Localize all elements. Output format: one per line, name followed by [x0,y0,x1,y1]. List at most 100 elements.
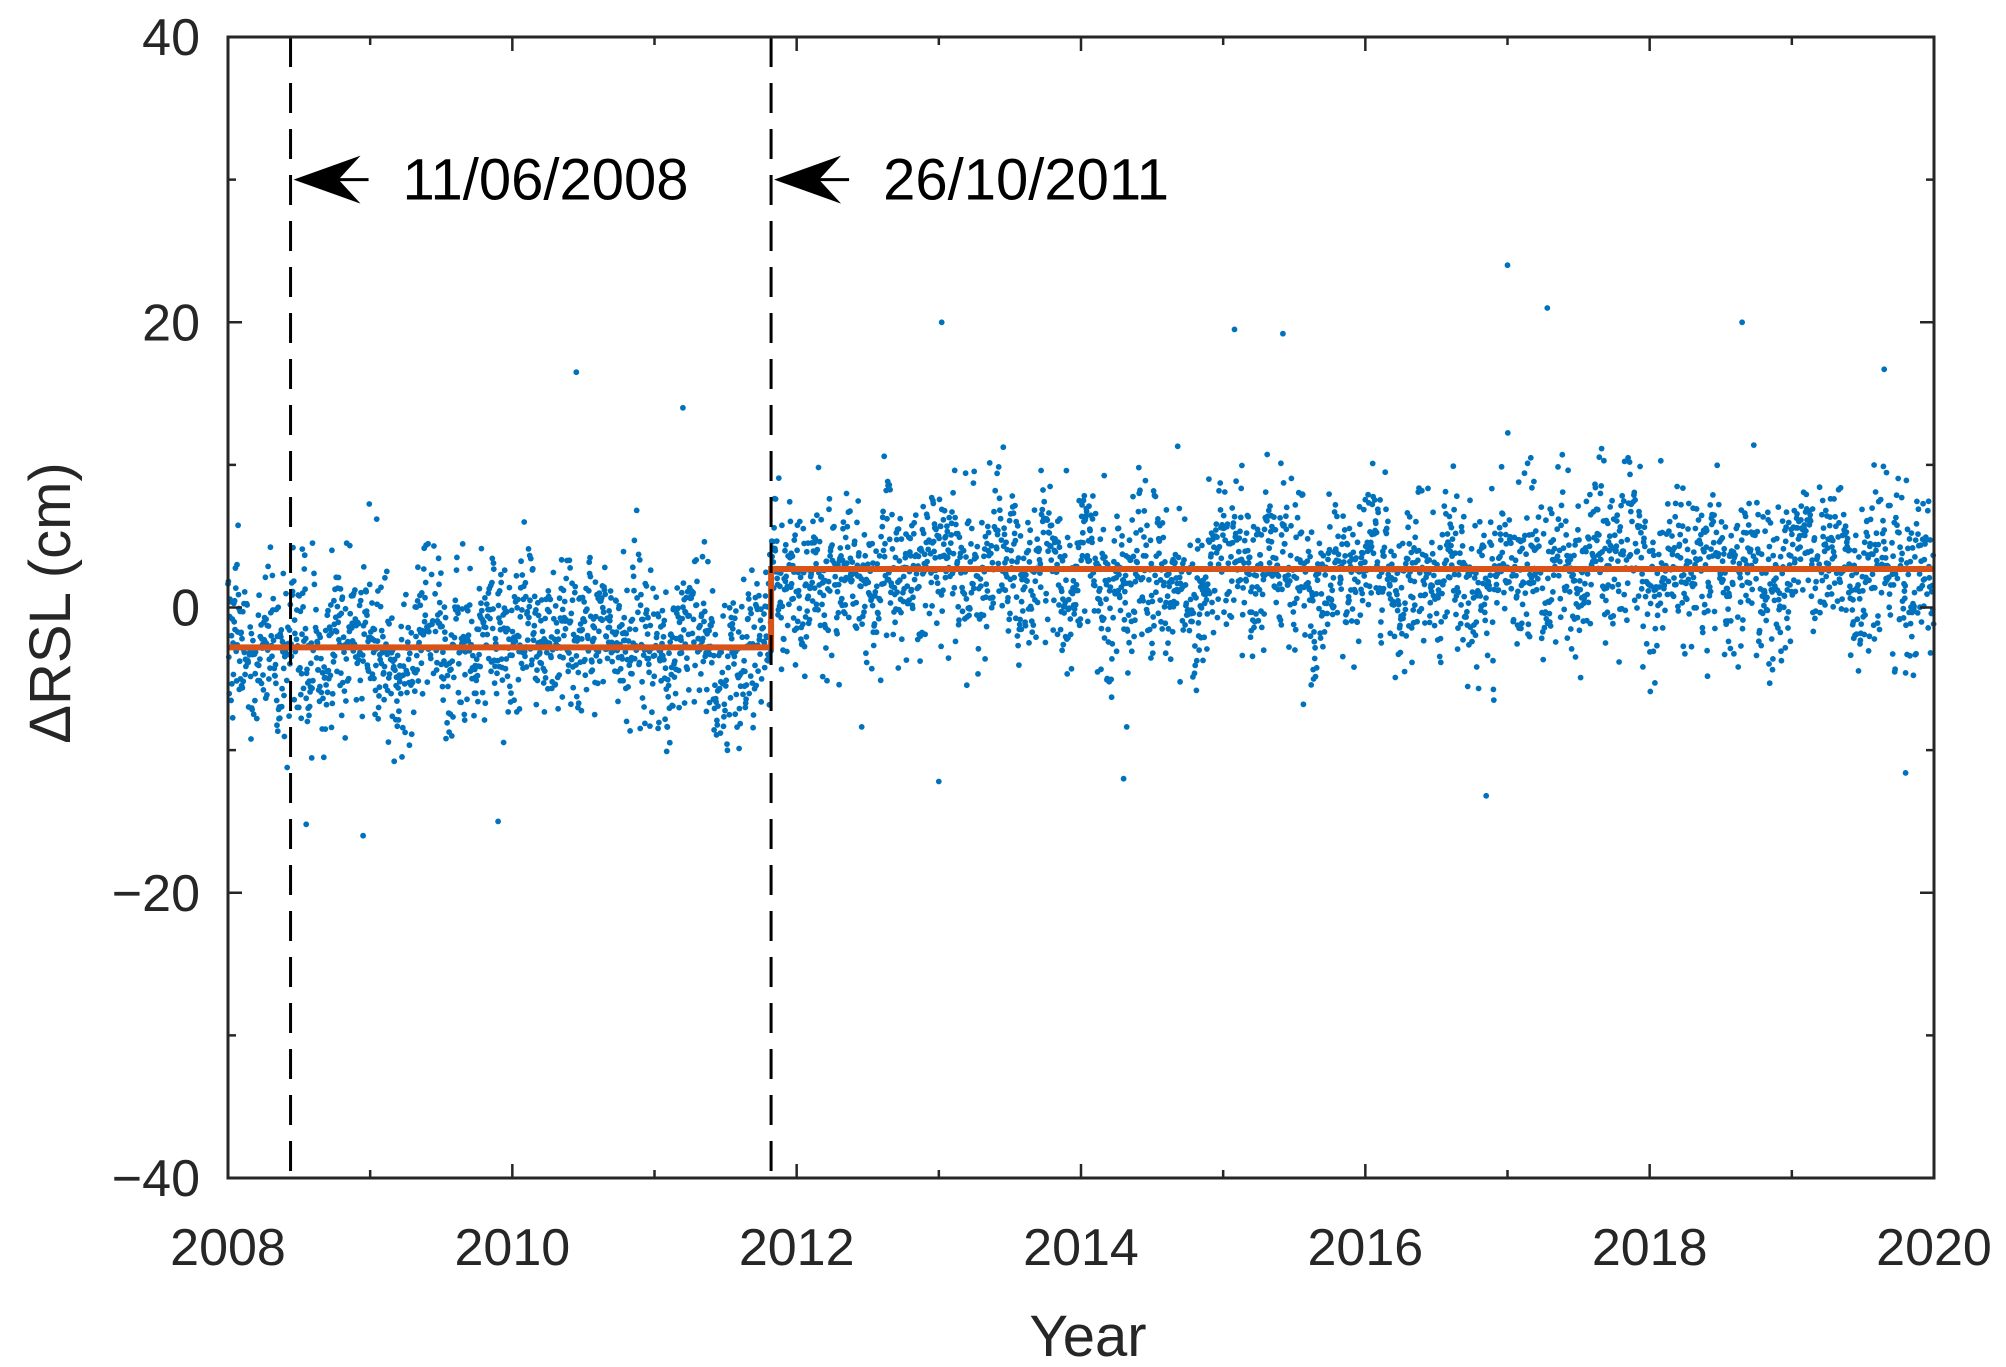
data-point [1611,532,1618,539]
data-point [445,683,451,690]
data-point [1536,543,1542,550]
data-point [1458,523,1465,530]
data-point [1767,520,1774,526]
data-point [1876,626,1883,633]
data-point [250,711,257,718]
data-point [591,635,597,642]
data-point [726,604,733,611]
data-point [599,604,606,611]
data-point [1403,633,1410,639]
data-point [1481,609,1488,616]
data-point [1453,611,1459,618]
data-point [1198,605,1205,611]
data-point [1872,489,1879,495]
data-point [286,713,292,719]
data-point [555,705,561,712]
data-point [697,622,703,629]
data-point [607,613,614,620]
data-point [1811,535,1818,541]
data-point [983,623,990,630]
data-point [1431,622,1438,629]
data-point [489,555,496,562]
data-point [1028,588,1034,594]
data-point [622,649,629,655]
data-point [1436,653,1443,660]
outlier-point [1504,262,1511,269]
data-point [982,533,989,540]
data-point [745,596,752,602]
data-point [530,637,537,644]
data-point [245,659,252,666]
data-point [1927,650,1934,656]
data-point [1272,555,1279,562]
data-point [1258,532,1265,538]
data-point [1919,582,1926,589]
data-point [1444,609,1450,615]
data-point [780,636,787,643]
data-point [1001,531,1008,538]
data-point [1761,589,1768,596]
data-point [1239,652,1246,659]
data-point [889,511,895,518]
data-point [1837,484,1844,491]
data-point [1661,582,1668,589]
data-point [838,595,845,602]
data-point [1524,515,1530,521]
data-point [1181,516,1188,522]
data-point [1319,561,1325,568]
data-point [1454,584,1461,591]
data-point [1148,655,1154,661]
data-point [746,690,753,697]
data-point [1697,540,1704,547]
data-point [1682,538,1689,544]
data-point [1471,575,1478,581]
data-point [1641,543,1648,550]
data-point [1907,652,1913,659]
data-point [581,599,587,605]
data-point [963,596,970,602]
data-point [778,666,785,673]
data-point [1330,603,1337,610]
data-point [1173,600,1180,607]
data-point [1654,612,1661,619]
outlier-point [1231,326,1238,333]
data-point [633,507,640,514]
data-point [1892,571,1899,577]
data-point [989,559,996,566]
data-point [1169,628,1176,635]
data-point [272,661,279,668]
data-point [994,470,1000,477]
data-point [840,525,846,532]
data-point [1390,602,1397,608]
data-point [1856,554,1862,560]
data-point [565,668,572,675]
data-point [1564,635,1571,641]
data-point [1292,626,1299,633]
x-tick-label: 2014 [1023,1219,1139,1277]
data-point [975,671,981,677]
data-point [1641,524,1648,531]
data-point [660,633,667,640]
data-point [1854,616,1861,623]
data-point [700,658,707,665]
data-point [1378,640,1385,646]
data-point [1285,572,1292,578]
data-point [1018,598,1025,605]
data-point [1226,588,1232,595]
data-point [1091,582,1098,589]
data-point [859,621,865,627]
data-point [591,711,598,718]
data-point [1241,560,1247,566]
data-point [794,618,801,625]
data-point [380,633,386,640]
data-point [740,576,747,583]
data-point [1691,581,1698,588]
data-point [1808,548,1814,554]
data-point [1144,522,1150,529]
data-point [762,593,769,599]
data-point [1180,627,1187,633]
data-point [567,565,573,571]
data-point [1713,529,1720,536]
data-point [1010,510,1017,517]
data-point [1522,590,1529,596]
